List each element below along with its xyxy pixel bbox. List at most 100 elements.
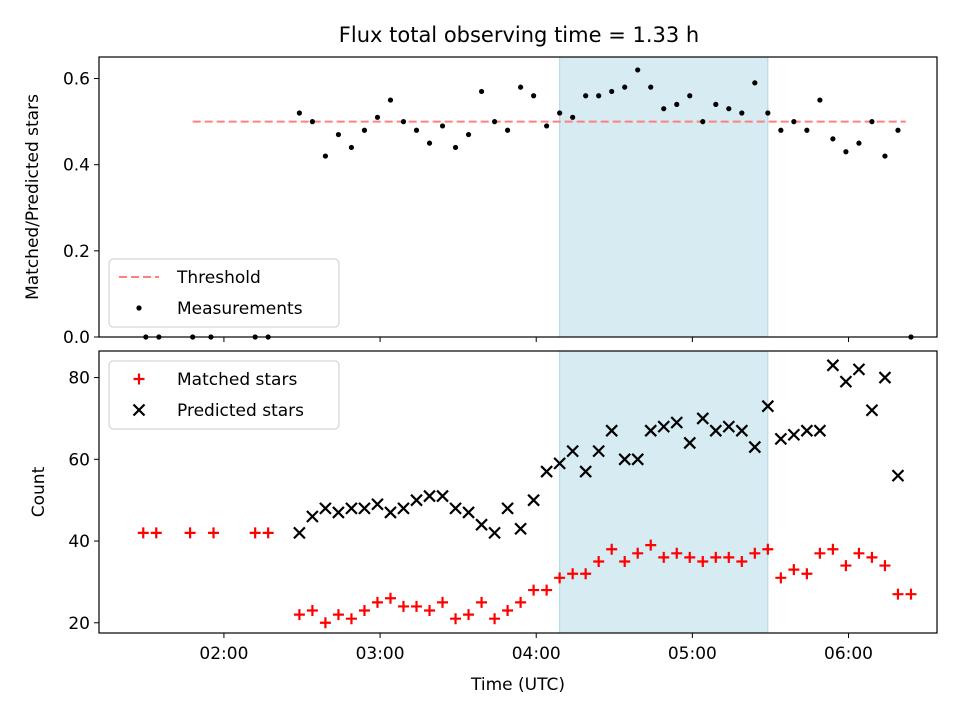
matched-star-point (319, 617, 331, 629)
matched-star-point (293, 609, 305, 621)
matched-star-point (184, 527, 196, 539)
matched-star-point (332, 609, 344, 621)
predicted-star-point (722, 420, 736, 433)
measurement-point (452, 144, 459, 151)
predicted-star-point (605, 424, 618, 437)
measurement-point (648, 84, 654, 90)
matched-star-point (424, 605, 436, 617)
measurement-point (739, 110, 745, 116)
predicted-star-point (709, 424, 723, 437)
matched-star-point (671, 547, 683, 559)
matched-star-point (249, 527, 261, 539)
y-tick-label: 0.0 (63, 328, 90, 348)
matched-star-point (567, 568, 579, 580)
matched-star-point (814, 547, 826, 559)
predicted-star-point (488, 526, 501, 540)
measurement-point (518, 84, 524, 90)
matched-star-point (489, 613, 501, 625)
x-tick-label: 05:00 (668, 644, 717, 664)
measurement-point (296, 110, 302, 116)
x-axis-label: Time (UTC) (470, 675, 565, 695)
measurement-point (882, 153, 888, 159)
matched-star-point (580, 568, 592, 580)
predicted-star-point (839, 375, 853, 388)
matched-star-point (827, 543, 839, 555)
measurement-point (583, 93, 589, 99)
matched-star-point (150, 527, 162, 539)
matched-star-point (905, 588, 917, 600)
measurement-point (309, 119, 316, 125)
measurement-point (413, 127, 420, 133)
predicted-star-point (657, 420, 671, 433)
predicted-star-point (813, 424, 827, 437)
measurement-point (609, 88, 615, 95)
y-tick-label: 20 (68, 614, 90, 634)
predicted-star-point (449, 502, 462, 515)
predicted-star-point (618, 453, 631, 466)
measurement-point (465, 131, 472, 138)
predicted-star-point (475, 518, 488, 531)
matched-star-point (658, 551, 670, 563)
measurement-point (491, 119, 498, 125)
matched-star-point (632, 547, 644, 559)
x-tick-label: 02:00 (199, 644, 248, 664)
y-tick-label: 0.6 (63, 70, 90, 90)
legend: Threshold Measurements (108, 258, 340, 328)
matched-star-point (515, 596, 527, 608)
matched-star-point (137, 527, 149, 539)
predicted-star-point (761, 399, 775, 413)
legend-label: Matched stars (177, 370, 297, 390)
highlight-span (559, 350, 769, 634)
predicted-star-point (774, 432, 788, 446)
measurement-point (622, 84, 628, 90)
matched-star-point (801, 568, 813, 580)
measurement-point (322, 153, 329, 159)
predicted-star-point (293, 526, 306, 540)
measurement-point (596, 93, 602, 99)
legend-box (108, 258, 340, 328)
matched-star-point (879, 560, 891, 572)
predicted-star-point (865, 403, 879, 417)
x-tick-label: 06:00 (824, 644, 873, 664)
measurement-point (713, 101, 719, 107)
measurement-point (374, 114, 381, 120)
measurement-point (674, 101, 680, 107)
predicted-star-point (644, 424, 658, 437)
y-tick-label: 40 (68, 532, 90, 552)
matched-star-point (306, 605, 318, 617)
matched-star-point (710, 551, 722, 563)
measurement-point (765, 110, 771, 116)
matched-star-point (749, 547, 761, 559)
matched-star-point (788, 564, 800, 576)
matched-star-point (476, 596, 488, 608)
predicted-star-point (748, 440, 762, 454)
legend-box (108, 360, 340, 430)
predicted-star-point (462, 506, 475, 519)
predicted-star-point (878, 371, 892, 384)
chart-title: Flux total observing time = 1.33 h (339, 23, 699, 47)
predicted-star-point (826, 359, 840, 372)
matched-star-point (892, 588, 904, 600)
measurement-point (817, 97, 823, 103)
predicted-star-point (501, 502, 514, 515)
measurement-point (361, 127, 368, 133)
measurement-point (700, 119, 706, 125)
matched-star-point (208, 527, 220, 539)
measurement-point (531, 93, 537, 99)
measurement-point (478, 88, 485, 95)
matched-star-point (684, 551, 696, 563)
predicted-star-point (891, 469, 905, 482)
measurement-point (830, 136, 836, 142)
predicted-star-point (852, 363, 866, 376)
y-tick-label: 80 (68, 369, 90, 389)
predicted-star-point (358, 502, 371, 515)
measurement-point (752, 80, 758, 86)
matched-star-point (262, 527, 274, 539)
measurement-point (726, 106, 732, 112)
y-tick-label: 0.2 (63, 242, 90, 262)
legend-label: Threshold (176, 268, 261, 288)
measurement-point (791, 119, 797, 125)
matched-star-point (450, 613, 462, 625)
legend-matched-symbol (133, 373, 145, 385)
legend-label: Measurements (177, 299, 303, 319)
